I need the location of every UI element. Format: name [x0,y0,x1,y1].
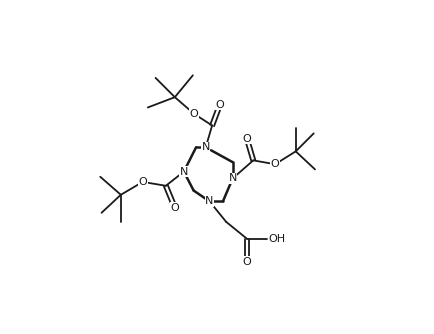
Text: N: N [229,173,237,183]
Text: O: O [271,159,279,169]
Text: N: N [205,196,214,206]
Text: O: O [243,257,251,267]
Text: O: O [243,134,251,144]
Text: O: O [215,100,224,110]
Text: N: N [180,167,188,177]
Text: O: O [171,203,179,213]
Text: N: N [201,142,210,152]
Text: OH: OH [269,233,286,243]
Text: O: O [138,177,147,187]
Text: O: O [190,109,198,119]
